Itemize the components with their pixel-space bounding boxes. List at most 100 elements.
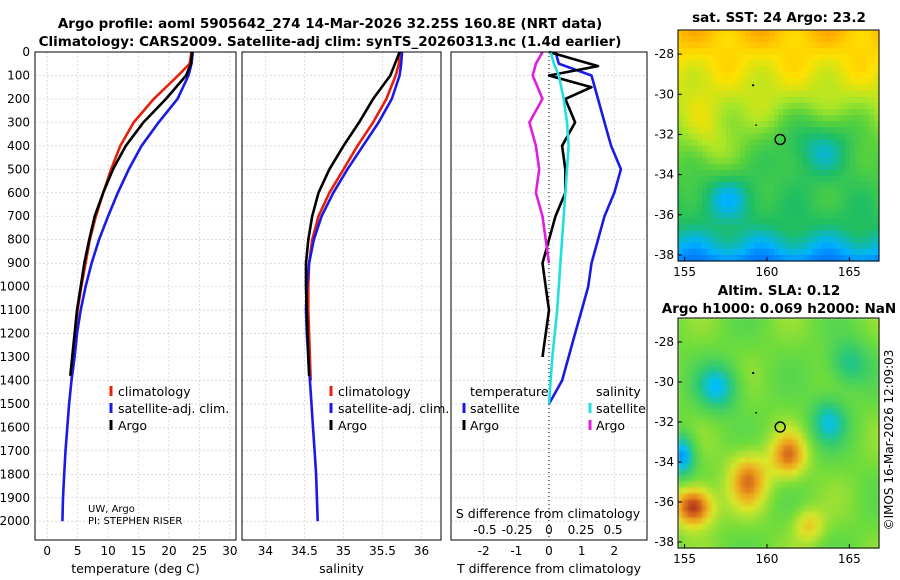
map-cell bbox=[778, 30, 784, 37]
map-cell bbox=[701, 30, 708, 37]
map-cell bbox=[778, 487, 784, 495]
map-cell bbox=[807, 54, 813, 61]
map-cell bbox=[735, 336, 741, 343]
map-cell bbox=[807, 348, 813, 355]
map-cell bbox=[764, 181, 770, 189]
map-cell bbox=[792, 254, 799, 262]
map-cell bbox=[711, 535, 717, 543]
map-cell bbox=[711, 408, 717, 416]
map-cell bbox=[864, 451, 871, 458]
map-cell bbox=[768, 481, 775, 489]
map-cell bbox=[754, 30, 760, 37]
y-tick-label: 600 bbox=[7, 186, 30, 200]
map-cell bbox=[735, 342, 741, 349]
map-cell bbox=[850, 42, 856, 49]
map-cell bbox=[797, 212, 804, 220]
map-cell bbox=[859, 378, 866, 386]
map-cell bbox=[721, 384, 727, 392]
map-cell bbox=[807, 505, 813, 513]
map-cell bbox=[701, 372, 708, 380]
map-cell bbox=[692, 511, 698, 519]
map-cell bbox=[869, 535, 875, 543]
map-cell bbox=[721, 439, 727, 446]
map-cell bbox=[840, 505, 847, 513]
map-cell bbox=[864, 188, 871, 195]
map-cell bbox=[749, 181, 756, 189]
map-cell bbox=[807, 342, 813, 349]
map-cell bbox=[730, 236, 737, 244]
map-cell bbox=[821, 157, 827, 165]
map-cell bbox=[816, 390, 823, 398]
map-cell bbox=[850, 541, 856, 549]
map-cell bbox=[816, 384, 823, 392]
map-cell bbox=[687, 390, 693, 398]
map-cell bbox=[826, 212, 832, 220]
map-cell bbox=[678, 188, 684, 195]
map-cell bbox=[773, 324, 780, 331]
map-cell bbox=[783, 218, 789, 226]
map-cell bbox=[706, 78, 713, 86]
map-cell bbox=[764, 212, 770, 220]
map-cell bbox=[764, 127, 770, 134]
map-cell bbox=[692, 318, 698, 325]
map-cell bbox=[692, 151, 698, 159]
map-cell bbox=[759, 115, 765, 122]
map-cell bbox=[840, 139, 847, 147]
map-cell bbox=[812, 439, 818, 446]
map-cell bbox=[764, 109, 770, 116]
map-cell bbox=[859, 206, 866, 213]
map-cell bbox=[749, 402, 756, 410]
map-cell bbox=[759, 218, 765, 226]
map-cell bbox=[749, 54, 756, 61]
x-tick-label: 10 bbox=[100, 544, 115, 558]
map-cell bbox=[706, 505, 713, 513]
map-cell bbox=[783, 457, 789, 464]
map-cell bbox=[764, 121, 770, 128]
map-cell bbox=[826, 109, 832, 116]
map-cell bbox=[768, 451, 775, 458]
map-cell bbox=[716, 318, 722, 325]
map-cell bbox=[869, 48, 875, 55]
map-cell bbox=[687, 517, 693, 525]
map-cell bbox=[874, 457, 880, 464]
map-cell bbox=[745, 248, 751, 256]
map-cell bbox=[697, 535, 703, 543]
map-cell bbox=[845, 396, 851, 404]
map-cell bbox=[807, 535, 813, 543]
map-cell bbox=[845, 469, 851, 476]
map-cell bbox=[682, 242, 689, 250]
map-cell bbox=[802, 354, 808, 361]
map-cell bbox=[754, 102, 760, 110]
map-cell bbox=[778, 499, 784, 507]
map-cell bbox=[831, 348, 837, 355]
y-tick-label: 0 bbox=[22, 45, 30, 59]
map-cell bbox=[706, 378, 713, 386]
map-cell bbox=[816, 457, 823, 464]
map-cell bbox=[826, 206, 832, 213]
map-cell bbox=[788, 163, 794, 171]
map-cell bbox=[682, 30, 689, 37]
map-cell bbox=[855, 408, 861, 416]
map-cell bbox=[855, 206, 861, 213]
map-cell bbox=[859, 42, 866, 49]
map-cell bbox=[687, 420, 693, 428]
map-cell bbox=[768, 200, 775, 207]
map-cell bbox=[701, 390, 708, 398]
map-cell bbox=[730, 396, 737, 404]
map-cell bbox=[697, 127, 703, 134]
map-cell bbox=[783, 212, 789, 220]
map-cell bbox=[797, 218, 804, 226]
map-cell bbox=[778, 366, 784, 374]
map-cell bbox=[706, 236, 713, 244]
map-cell bbox=[711, 242, 717, 250]
map-cell bbox=[768, 414, 775, 422]
map-cell bbox=[725, 378, 732, 386]
map-cell bbox=[740, 121, 746, 128]
map-cell bbox=[821, 469, 827, 476]
map-cell bbox=[874, 445, 880, 452]
map-cell bbox=[711, 224, 717, 232]
map-cell bbox=[835, 194, 842, 201]
map-cell bbox=[735, 151, 741, 159]
map-cell bbox=[764, 366, 770, 374]
map-cell bbox=[759, 194, 765, 201]
